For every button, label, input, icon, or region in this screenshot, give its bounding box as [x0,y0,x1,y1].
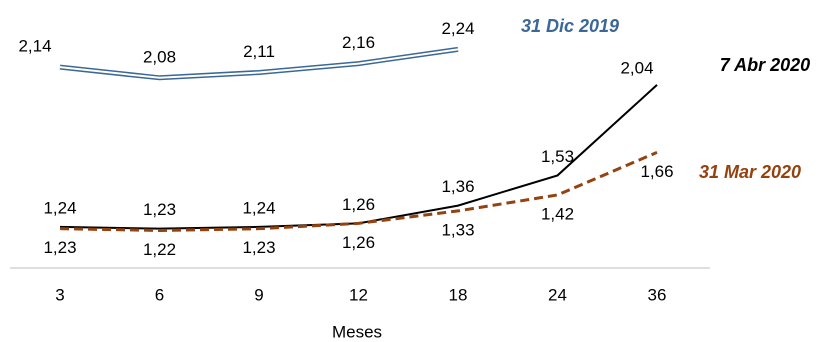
value-label: 1,33 [441,220,474,239]
value-label: 2,24 [441,19,474,38]
value-label: 1,53 [541,147,574,166]
value-label: 1,23 [43,238,76,257]
value-label: 1,26 [342,195,375,214]
x-tick-label: 3 [55,285,64,304]
x-tick-label: 12 [349,285,368,304]
value-label: 1,66 [640,162,673,181]
value-label: 2,04 [620,58,653,77]
x-tick-label: 18 [449,285,468,304]
value-label: 1,42 [541,204,574,223]
value-label: 2,08 [143,47,176,66]
x-tick-label: 36 [648,285,667,304]
value-label: 1,24 [242,198,275,217]
value-label: 2,16 [342,33,375,52]
series-line-inner [59,48,459,79]
series-line [59,150,658,232]
value-label: 1,26 [342,233,375,252]
value-label: 1,22 [143,240,176,259]
legend-label: 7 Abr 2020 [720,55,810,75]
value-label: 2,11 [243,42,275,61]
legend-label: 31 Dic 2019 [521,16,619,36]
legend-label: 31 Mar 2020 [699,162,801,182]
x-tick-label: 6 [155,285,164,304]
value-label: 2,14 [18,37,51,56]
value-label: 1,36 [441,177,474,196]
value-label: 1,23 [143,200,176,219]
value-label: 1,23 [242,238,275,257]
x-axis-label: Meses [332,322,382,341]
x-tick-label: 24 [548,285,567,304]
x-tick-label: 9 [254,285,263,304]
value-label: 1,24 [43,198,76,217]
